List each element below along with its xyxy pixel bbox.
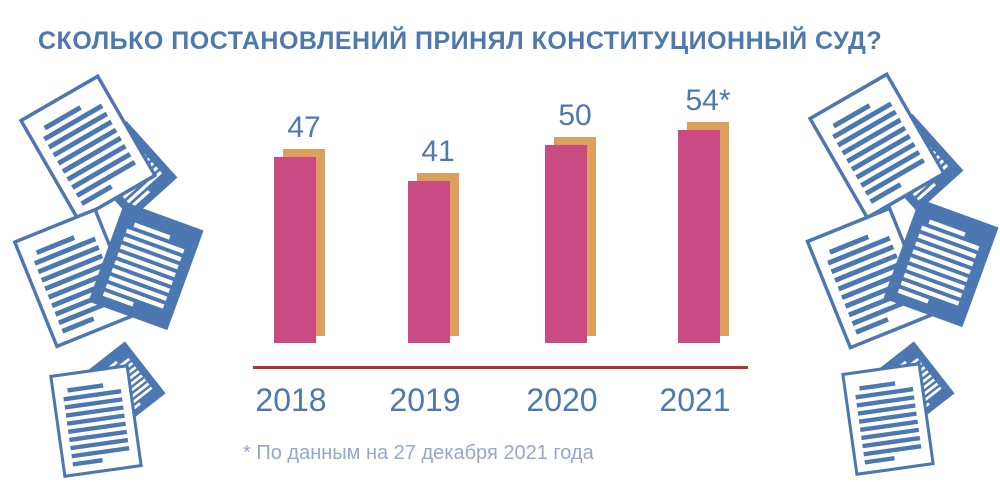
document-icon: [18, 73, 158, 223]
chart-footnote: * По данным на 27 декабря 2021 года: [243, 442, 594, 464]
bar-2021: [678, 130, 720, 343]
bar-value-label: 41: [421, 135, 455, 168]
bar-value-label: 47: [287, 111, 321, 144]
document-icon: [883, 198, 999, 328]
x-axis-label-2018: 2018: [255, 382, 327, 418]
document-icon: [88, 201, 204, 331]
bar-2020: [545, 145, 587, 343]
x-axis-label-2021: 2021: [659, 382, 731, 418]
page-title: СКОЛЬКО ПОСТАНОВЛЕНИЙ ПРИНЯЛ КОНСТИТУЦИО…: [38, 27, 883, 55]
document-icon: [841, 361, 935, 477]
document-icon: [807, 71, 947, 221]
document-icon: [805, 206, 935, 350]
bar-value-label: 50: [558, 99, 592, 132]
bar-value-label: 54*: [685, 84, 731, 117]
x-axis-label-2020: 2020: [526, 382, 598, 418]
document-icon: [12, 207, 140, 349]
document-icon: [49, 363, 143, 479]
bar-2019: [408, 181, 450, 343]
axis-line: [253, 366, 748, 369]
x-axis-label-2019: 2019: [389, 382, 461, 418]
bar-2018: [274, 157, 316, 343]
